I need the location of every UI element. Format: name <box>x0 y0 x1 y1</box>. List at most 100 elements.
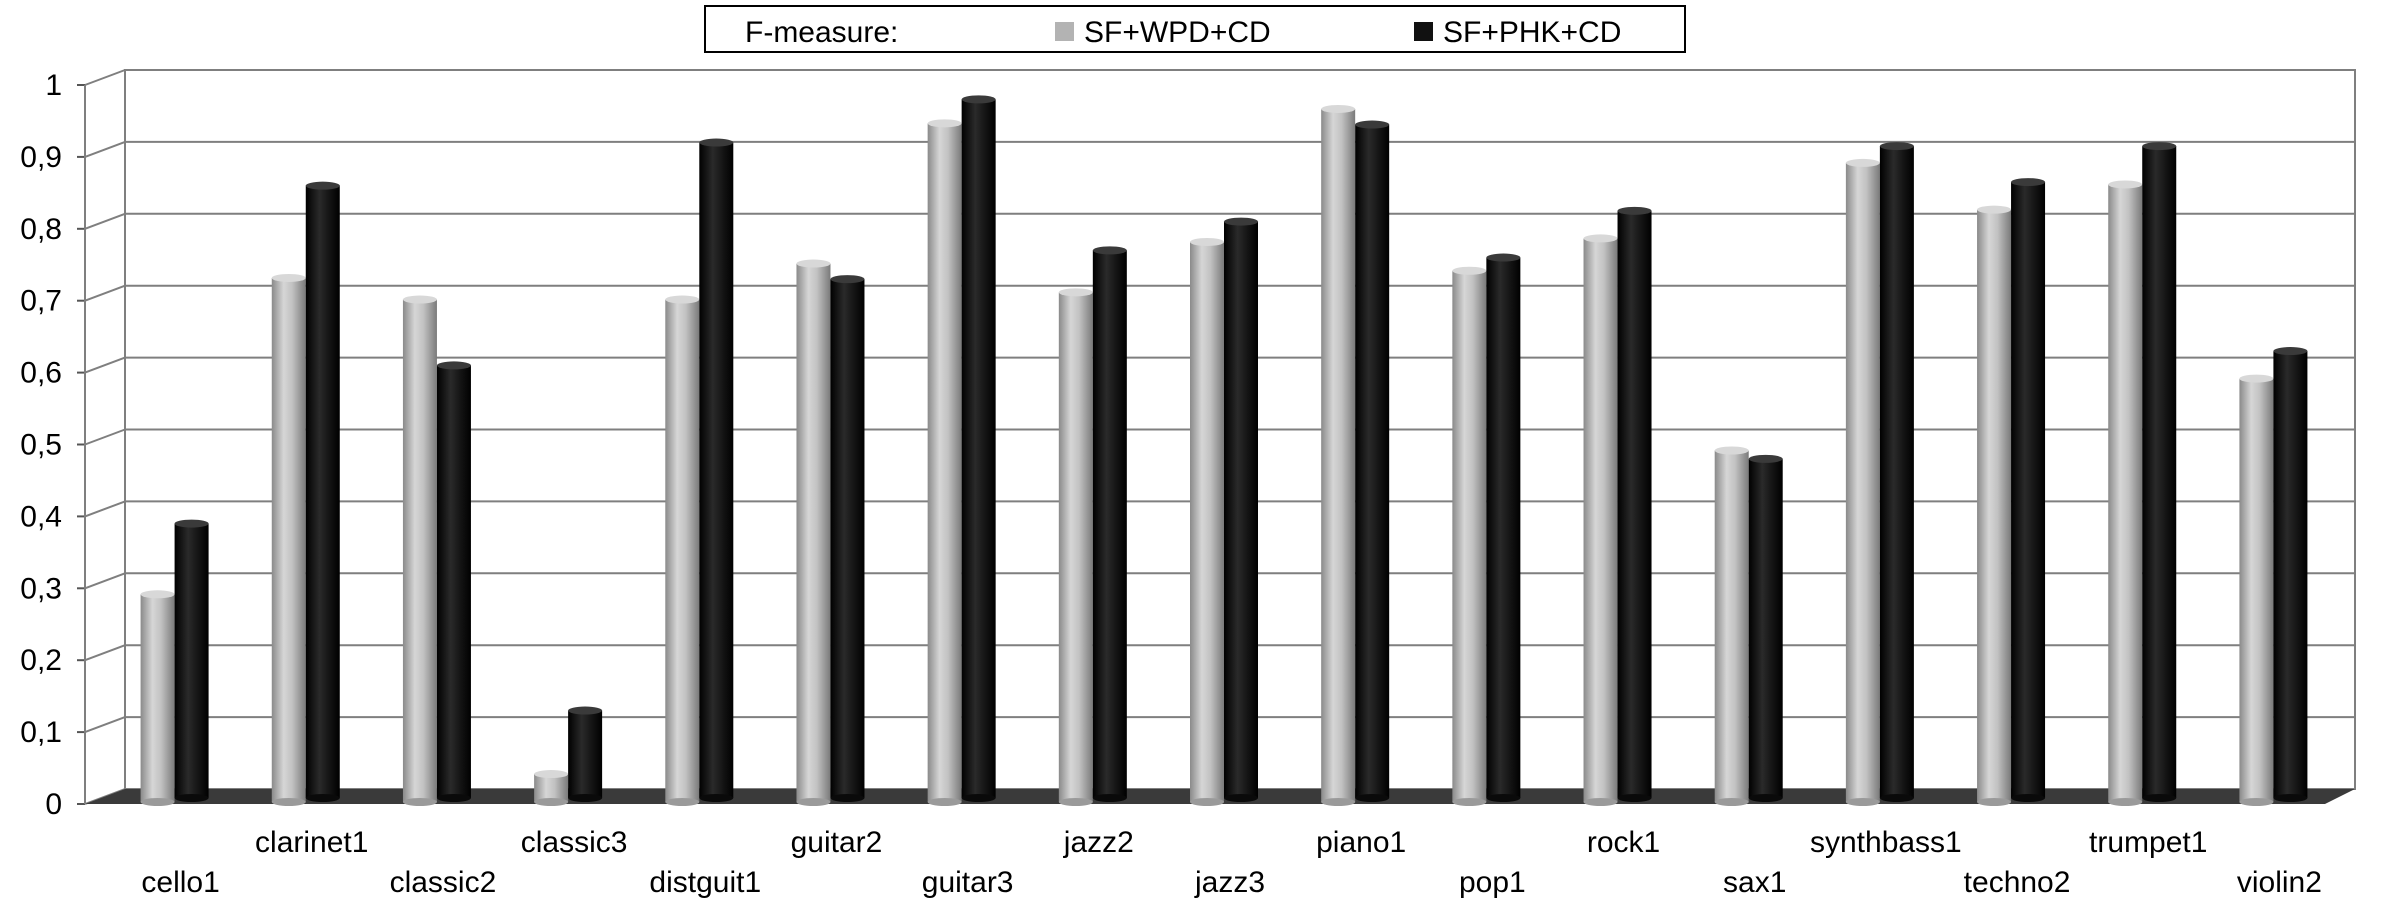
bar <box>1583 234 1618 806</box>
x-tick-label: guitar3 <box>922 866 1014 899</box>
bar <box>2011 178 2046 802</box>
gridline-side <box>84 572 126 590</box>
bar-base <box>1617 794 1652 802</box>
bar-body <box>1058 292 1093 802</box>
bar-body <box>1583 238 1618 802</box>
x-tick-label: classic3 <box>521 826 628 859</box>
bar <box>174 519 209 802</box>
bar-body <box>1977 209 2012 802</box>
bar-top <box>1190 237 1224 246</box>
bar-body <box>961 99 996 798</box>
bar-top <box>1977 205 2012 214</box>
bar-body <box>1452 270 1487 802</box>
bar-top <box>1321 104 1356 113</box>
bar <box>1092 246 1127 802</box>
bar-base <box>174 794 209 802</box>
gridline-side <box>84 428 126 446</box>
bar <box>271 273 306 806</box>
bar-body <box>140 594 175 802</box>
bar <box>436 361 471 802</box>
bar-body <box>1224 221 1258 799</box>
bar <box>1845 158 1880 806</box>
bar-body <box>402 299 437 802</box>
bar <box>2273 347 2308 802</box>
bar-body <box>568 710 603 798</box>
x-axis: cello1 clarinet1 classic2 classic3 distguit1… <box>141 826 2322 899</box>
x-tick-label: techno2 <box>1964 866 2071 899</box>
bar-body <box>830 279 865 798</box>
bar-body <box>534 774 569 802</box>
bar-base <box>1190 798 1224 806</box>
y-tick-label: 0,9 <box>20 141 62 174</box>
gridline-side <box>84 140 126 158</box>
bar-top <box>665 295 700 304</box>
bar-base <box>1748 794 1783 802</box>
bar-top <box>1617 206 1652 215</box>
bar <box>2108 180 2143 806</box>
bar-body <box>927 123 962 803</box>
bar <box>2142 142 2177 802</box>
bar <box>1224 217 1258 802</box>
legend-box <box>704 5 1686 53</box>
x-tick-label: cello1 <box>141 866 219 899</box>
bar <box>1617 206 1652 802</box>
bar <box>2239 374 2274 806</box>
bar-base <box>2142 794 2177 802</box>
bar-base <box>1355 794 1390 802</box>
bar-top <box>1486 253 1521 262</box>
bar-base <box>665 798 700 806</box>
bar-top <box>1845 158 1880 167</box>
bar <box>699 138 734 802</box>
bar-body <box>305 185 340 798</box>
bar <box>1977 205 2012 806</box>
y-tick-label: 0,8 <box>20 213 62 246</box>
bar-base <box>402 798 437 806</box>
y-tick-label: 0,1 <box>20 716 62 749</box>
bar <box>1190 237 1224 806</box>
bar-body <box>1355 124 1390 799</box>
x-tick-label: piano1 <box>1316 826 1406 859</box>
bar-base <box>961 794 996 802</box>
bar-body <box>2239 378 2274 802</box>
bar-top <box>305 181 340 190</box>
bar-base <box>1879 794 1914 802</box>
legend-title: F-measure: <box>745 16 898 49</box>
bar-body <box>436 365 471 798</box>
bar-top <box>1583 234 1618 243</box>
bar-top <box>699 138 734 147</box>
bar <box>534 770 569 806</box>
bar-body <box>271 277 306 802</box>
bar-base <box>1977 798 2012 806</box>
bar-body <box>1190 241 1224 803</box>
bar-top <box>2011 178 2046 187</box>
bar <box>305 181 340 802</box>
y-tick-label: 0,7 <box>20 285 62 318</box>
bar <box>1321 104 1356 806</box>
bar-base <box>2011 794 2046 802</box>
bar-top <box>830 275 865 284</box>
gridline-side <box>84 212 126 230</box>
y-axis: 0 0,1 0,2 0,3 0,4 0,5 0,6 0,7 0,8 0,9 1 <box>20 69 86 821</box>
x-tick-label: violin2 <box>2237 866 2322 899</box>
x-tick-label: clarinet1 <box>255 826 368 859</box>
legend: F-measure: SF+WPD+CD SF+PHK+CD <box>704 5 1686 53</box>
bar-top <box>927 119 962 128</box>
x-tick-label: synthbass1 <box>1810 826 1962 859</box>
bar-body <box>2273 351 2308 798</box>
x-tick-label: jazz2 <box>1063 826 1134 859</box>
bar-base <box>140 798 175 806</box>
gridline-side <box>84 69 126 86</box>
bar-top <box>1748 454 1783 463</box>
y-tick-label: 0,3 <box>20 572 62 605</box>
bar-base <box>1224 794 1258 802</box>
x-tick-label: jazz3 <box>1194 866 1265 899</box>
y-tick-label: 0,4 <box>20 500 62 533</box>
bar-top <box>2273 347 2308 356</box>
bar-base <box>305 794 340 802</box>
bar-top <box>2142 142 2177 151</box>
bar-base <box>271 798 306 806</box>
bar-top <box>271 273 306 282</box>
bar <box>1486 253 1521 802</box>
bar-base <box>1092 794 1127 802</box>
bar-top <box>1714 446 1749 455</box>
